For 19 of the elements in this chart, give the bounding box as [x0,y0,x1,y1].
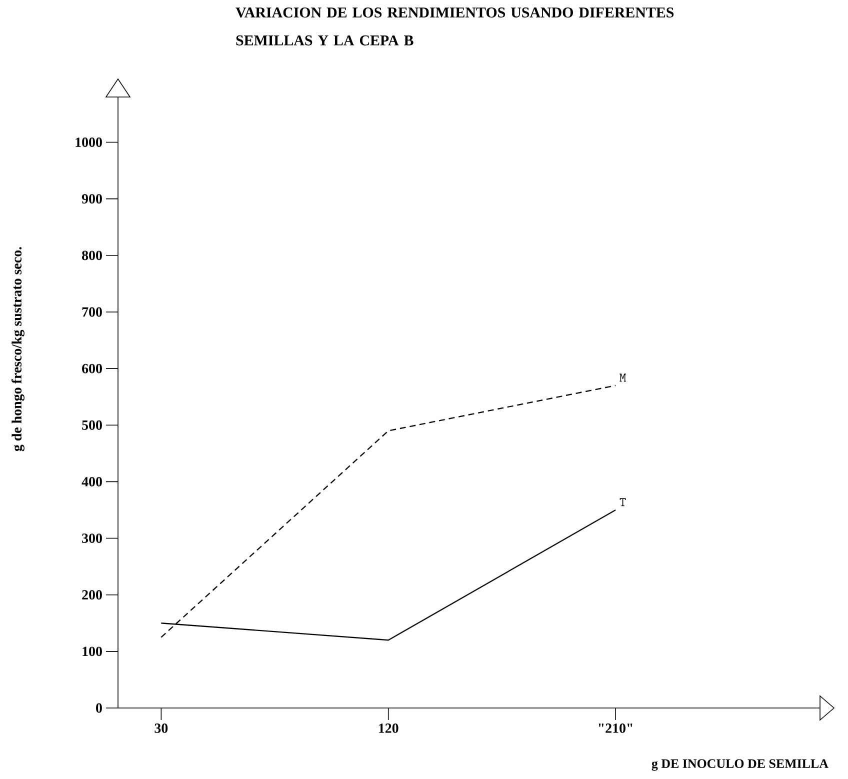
chart-title: VARIACION DE LOS RENDIMIENTOS USANDO DIFERENTES SEMILLAS Y LA CEPA B [236,8,674,46]
y-tick-label: 300 [82,534,102,543]
series-label: T [620,498,626,506]
x-tick-label: 30 [154,724,168,733]
y-tick-label: 500 [82,420,102,430]
x-tick-label: 120 [379,724,398,733]
y-tick-label: 700 [82,307,102,317]
y-tick-label: 0 [96,703,102,713]
y-tick-label: 400 [82,476,102,486]
x-tick-label: "210" [598,724,632,733]
y-tick-label: 1000 [76,138,102,147]
y-tick-label: 200 [82,590,102,600]
series-label: M [620,374,626,382]
x-axis-title: g DE INOCULO DE SEMILLA [652,759,828,771]
y-tick-label: 600 [82,364,102,374]
y-tick-label: 900 [82,194,102,204]
y-tick-label: 800 [82,250,102,260]
y-tick-label: 100 [82,646,102,656]
y-axis-title: g de hongo fresco/kg sustrato seco. [12,247,24,452]
